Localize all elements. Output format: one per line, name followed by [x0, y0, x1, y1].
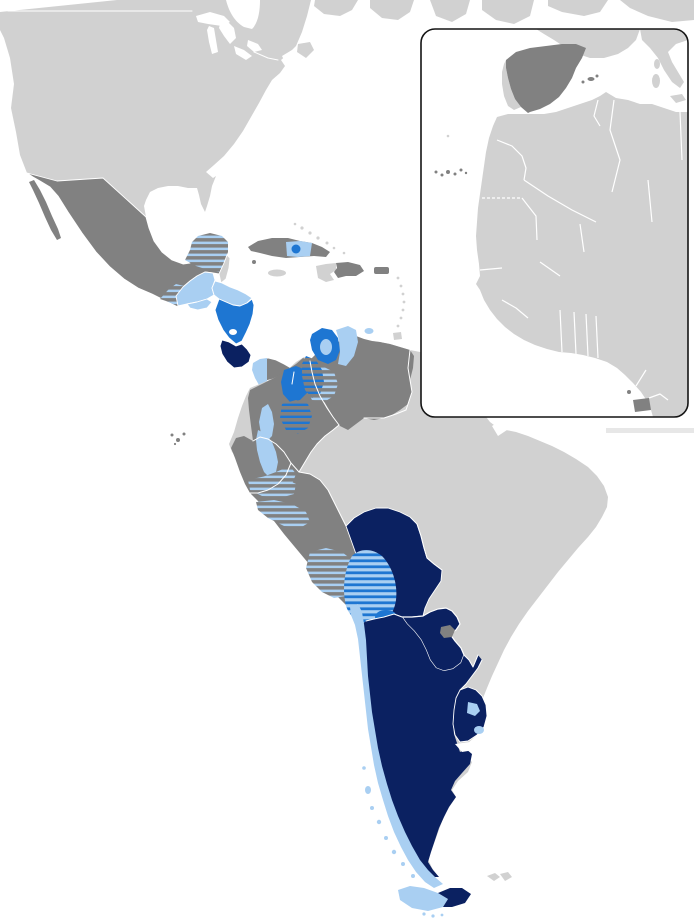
border-lakes-east	[253, 51, 279, 61]
greenland-fragment-2	[620, 0, 694, 22]
arctic-island-4	[482, 0, 534, 24]
jamaica-island	[268, 269, 286, 277]
country-chile	[350, 604, 443, 888]
south-america	[170, 326, 608, 918]
inset-portugal	[502, 60, 521, 110]
country-costa-rica	[219, 339, 252, 369]
colombia-south-striped	[280, 400, 312, 434]
country-haiti	[316, 263, 336, 282]
cape-horn-islands	[422, 912, 444, 918]
newfoundland-island	[297, 42, 314, 58]
inset-equatorial-guinea	[633, 398, 651, 412]
ecuador-sierra-lightblue	[256, 430, 278, 478]
inset-africa-borders	[479, 99, 683, 401]
lake-michigan	[207, 26, 218, 54]
inset-africa	[476, 92, 688, 417]
lake-ontario	[247, 40, 262, 52]
lake-superior	[196, 12, 230, 26]
inset-bioko-island	[627, 390, 631, 394]
uruguay-northeast-lightblue	[467, 702, 480, 716]
lake-maracaibo	[320, 339, 332, 355]
inset-canary-islands	[434, 168, 468, 177]
bahamas-islands	[293, 222, 346, 255]
galapagos-islands	[170, 432, 186, 446]
rio-de-la-plata	[455, 736, 482, 752]
isla-juventud	[252, 260, 256, 264]
inset-border	[420, 28, 689, 418]
central-america	[175, 254, 297, 386]
country-nicaragua	[214, 298, 255, 345]
trinidad-island	[393, 332, 402, 340]
cuba-blue-spot	[291, 244, 301, 254]
country-dominican-republic	[334, 262, 364, 278]
amazon-mouth	[492, 421, 507, 436]
country-el-salvador	[186, 298, 213, 311]
inset-spain	[506, 44, 586, 113]
uruguay-coast-lightblue	[474, 726, 484, 734]
inset-sicily	[670, 94, 686, 103]
inset-madeira	[446, 134, 450, 138]
inset-italy	[640, 29, 688, 88]
chile-fjord-islands	[362, 766, 415, 878]
baja-california	[29, 180, 61, 240]
inset-corsica	[654, 59, 660, 69]
caribbean	[248, 222, 406, 340]
st-lawrence-gulf	[282, 50, 296, 64]
falkland-islands	[487, 872, 512, 881]
margarita-island-lightblue	[364, 328, 374, 334]
lake-erie	[234, 46, 252, 60]
chile-north-striped	[326, 568, 350, 592]
mexico	[26, 172, 229, 308]
north-america	[0, 0, 694, 217]
tierra-del-fuego-chile	[398, 886, 448, 911]
country-belize	[218, 254, 231, 284]
yucatan-striped	[185, 233, 228, 272]
inset-balearic-islands	[581, 74, 599, 84]
greenland-fragment-1	[548, 0, 608, 16]
arctic-island-2	[370, 0, 414, 20]
arctic-island-3	[430, 0, 470, 22]
paraguay-gray-spot	[440, 625, 455, 638]
africa-mainmap-fragment	[606, 428, 694, 433]
tierra-del-fuego-argentina	[438, 888, 471, 907]
panama-west-lightblue	[252, 358, 267, 385]
inset-sardinia	[652, 74, 660, 88]
inset-iberia-africa	[420, 28, 689, 418]
arctic-island-1	[314, 0, 358, 16]
puerto-rico	[374, 267, 389, 274]
venezuela-northwest-lightblue	[336, 326, 358, 366]
lake-nicaragua	[229, 329, 237, 335]
lake-huron	[219, 22, 236, 44]
lesser-antilles	[396, 276, 406, 328]
canada-usa-mainland	[0, 0, 311, 217]
peru-north-striped-2	[256, 500, 310, 528]
inset-france	[536, 29, 640, 58]
